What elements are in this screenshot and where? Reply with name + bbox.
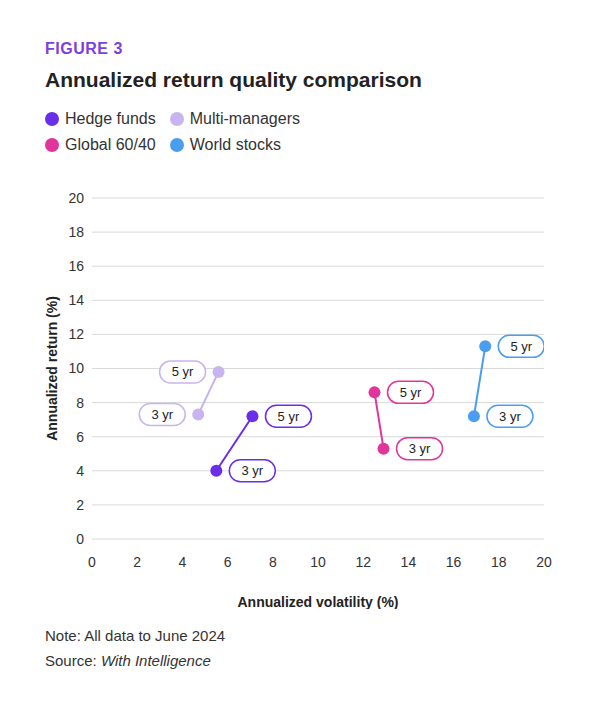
svg-text:3 yr: 3 yr bbox=[241, 463, 263, 478]
html-text:Global 60/40: Global 60/40 bbox=[65, 136, 156, 153]
svg-text:12: 12 bbox=[355, 554, 371, 570]
svg-text:6: 6 bbox=[76, 429, 84, 445]
html-text:Source: With Intelligence: Source: With Intelligence bbox=[45, 652, 211, 669]
svg-text:12: 12 bbox=[68, 326, 84, 342]
svg-text:5 yr: 5 yr bbox=[172, 364, 194, 379]
svg-text:Annualized volatility (%): Annualized volatility (%) bbox=[237, 594, 398, 609]
svg-text:5 yr: 5 yr bbox=[400, 385, 422, 400]
svg-text:6: 6 bbox=[224, 554, 232, 570]
svg-text:18: 18 bbox=[491, 554, 507, 570]
svg-text:3 yr: 3 yr bbox=[409, 441, 431, 456]
svg-text:14: 14 bbox=[401, 554, 417, 570]
svg-text:5 yr: 5 yr bbox=[510, 339, 532, 354]
svg-text:20: 20 bbox=[68, 190, 84, 206]
svg-text:16: 16 bbox=[446, 554, 462, 570]
html-text:Hedge funds: Hedge funds bbox=[65, 110, 156, 127]
svg-text:3 yr: 3 yr bbox=[151, 407, 173, 422]
svg-text:2: 2 bbox=[76, 497, 84, 513]
svg-text:3 yr: 3 yr bbox=[499, 409, 521, 424]
svg-text:0: 0 bbox=[88, 554, 96, 570]
svg-text:18: 18 bbox=[68, 224, 84, 240]
svg-text:Annualized return (%): Annualized return (%) bbox=[44, 296, 60, 441]
svg-text:8: 8 bbox=[76, 395, 84, 411]
html-text:Note: All data to June 2024: Note: All data to June 2024 bbox=[45, 627, 226, 644]
svg-text:20: 20 bbox=[536, 554, 552, 570]
svg-text:4: 4 bbox=[76, 463, 84, 479]
svg-text:10: 10 bbox=[310, 554, 326, 570]
svg-text:16: 16 bbox=[68, 258, 84, 274]
html-text:World stocks: World stocks bbox=[189, 136, 281, 153]
svg-text:14: 14 bbox=[68, 292, 84, 308]
svg-text:2: 2 bbox=[133, 554, 141, 570]
svg-text:5 yr: 5 yr bbox=[278, 409, 300, 424]
html-text:FIGURE 3: FIGURE 3 bbox=[45, 40, 123, 57]
svg-text:4: 4 bbox=[179, 554, 187, 570]
svg-text:8: 8 bbox=[269, 554, 277, 570]
svg-text:0: 0 bbox=[76, 531, 84, 547]
html-text:Multi-managers: Multi-managers bbox=[189, 110, 300, 127]
svg-text:10: 10 bbox=[68, 360, 84, 376]
html-text:Annualized return quality comp: Annualized return quality comparison bbox=[45, 68, 422, 91]
